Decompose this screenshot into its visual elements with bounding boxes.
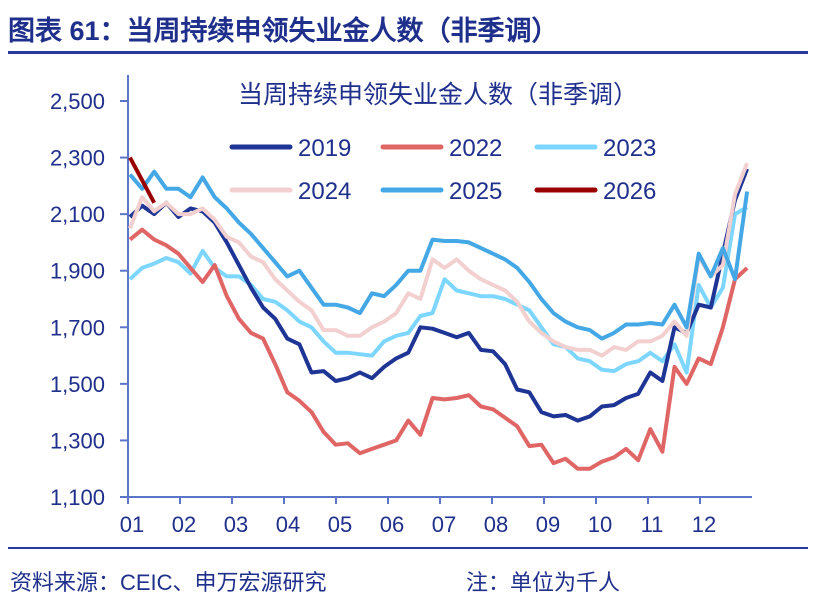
x-tick-label: 12 <box>692 512 716 537</box>
footer-rule <box>8 547 808 549</box>
x-tick-label: 11 <box>641 512 664 537</box>
title-rule <box>8 51 808 54</box>
y-tick-label: 1,900 <box>50 259 105 284</box>
legend-label: 2024 <box>298 178 351 205</box>
y-tick-label: 1,700 <box>50 315 105 340</box>
y-tick-label: 2,500 <box>50 89 105 114</box>
legend-label: 2019 <box>298 135 351 162</box>
series-line-2019 <box>128 168 749 423</box>
legend-item-2026: 2026 <box>534 178 656 205</box>
y-tick-label: 1,100 <box>50 485 105 510</box>
series-line-2024 <box>128 162 749 358</box>
x-tick-label: 10 <box>588 512 612 537</box>
x-tick-label: 07 <box>432 512 456 537</box>
note-text: 注：单位为千人 <box>466 570 620 595</box>
legend-label: 2026 <box>603 178 656 205</box>
x-tick-label: 05 <box>328 512 352 537</box>
legend-item-2023: 2023 <box>534 135 656 162</box>
legend-label: 2023 <box>603 135 656 162</box>
legend-label: 2025 <box>449 178 502 205</box>
x-tick-label: 04 <box>276 512 300 537</box>
legend-item-2024: 2024 <box>229 178 351 205</box>
x-tick-label: 03 <box>224 512 248 537</box>
y-tick-label: 2,300 <box>50 146 105 171</box>
legend-label: 2022 <box>449 135 502 162</box>
source-text: 资料来源：CEIC、申万宏源研究 <box>10 570 327 595</box>
legend-item-2025: 2025 <box>380 178 502 205</box>
x-tick-label: 06 <box>380 512 404 537</box>
series-line-2025 <box>128 169 750 341</box>
series-line-2022 <box>128 227 749 471</box>
x-tick-label: 02 <box>172 512 196 537</box>
legend-item-2019: 2019 <box>229 135 351 162</box>
series-line-2023 <box>128 205 749 375</box>
y-tick-label: 1,300 <box>50 428 105 453</box>
x-tick-label: 09 <box>536 512 560 537</box>
chart-title: 当周持续申领失业金人数（非季调） <box>238 81 638 109</box>
y-tick-label: 2,100 <box>50 202 105 227</box>
legend-item-2022: 2022 <box>380 135 502 162</box>
series-line-2026 <box>128 156 156 204</box>
x-tick-label: 08 <box>484 512 508 537</box>
figure-title: 图表 61：当周持续申领失业金人数（非季调） <box>8 15 559 46</box>
x-tick-label: 01 <box>120 512 144 537</box>
y-tick-label: 1,500 <box>50 372 105 397</box>
